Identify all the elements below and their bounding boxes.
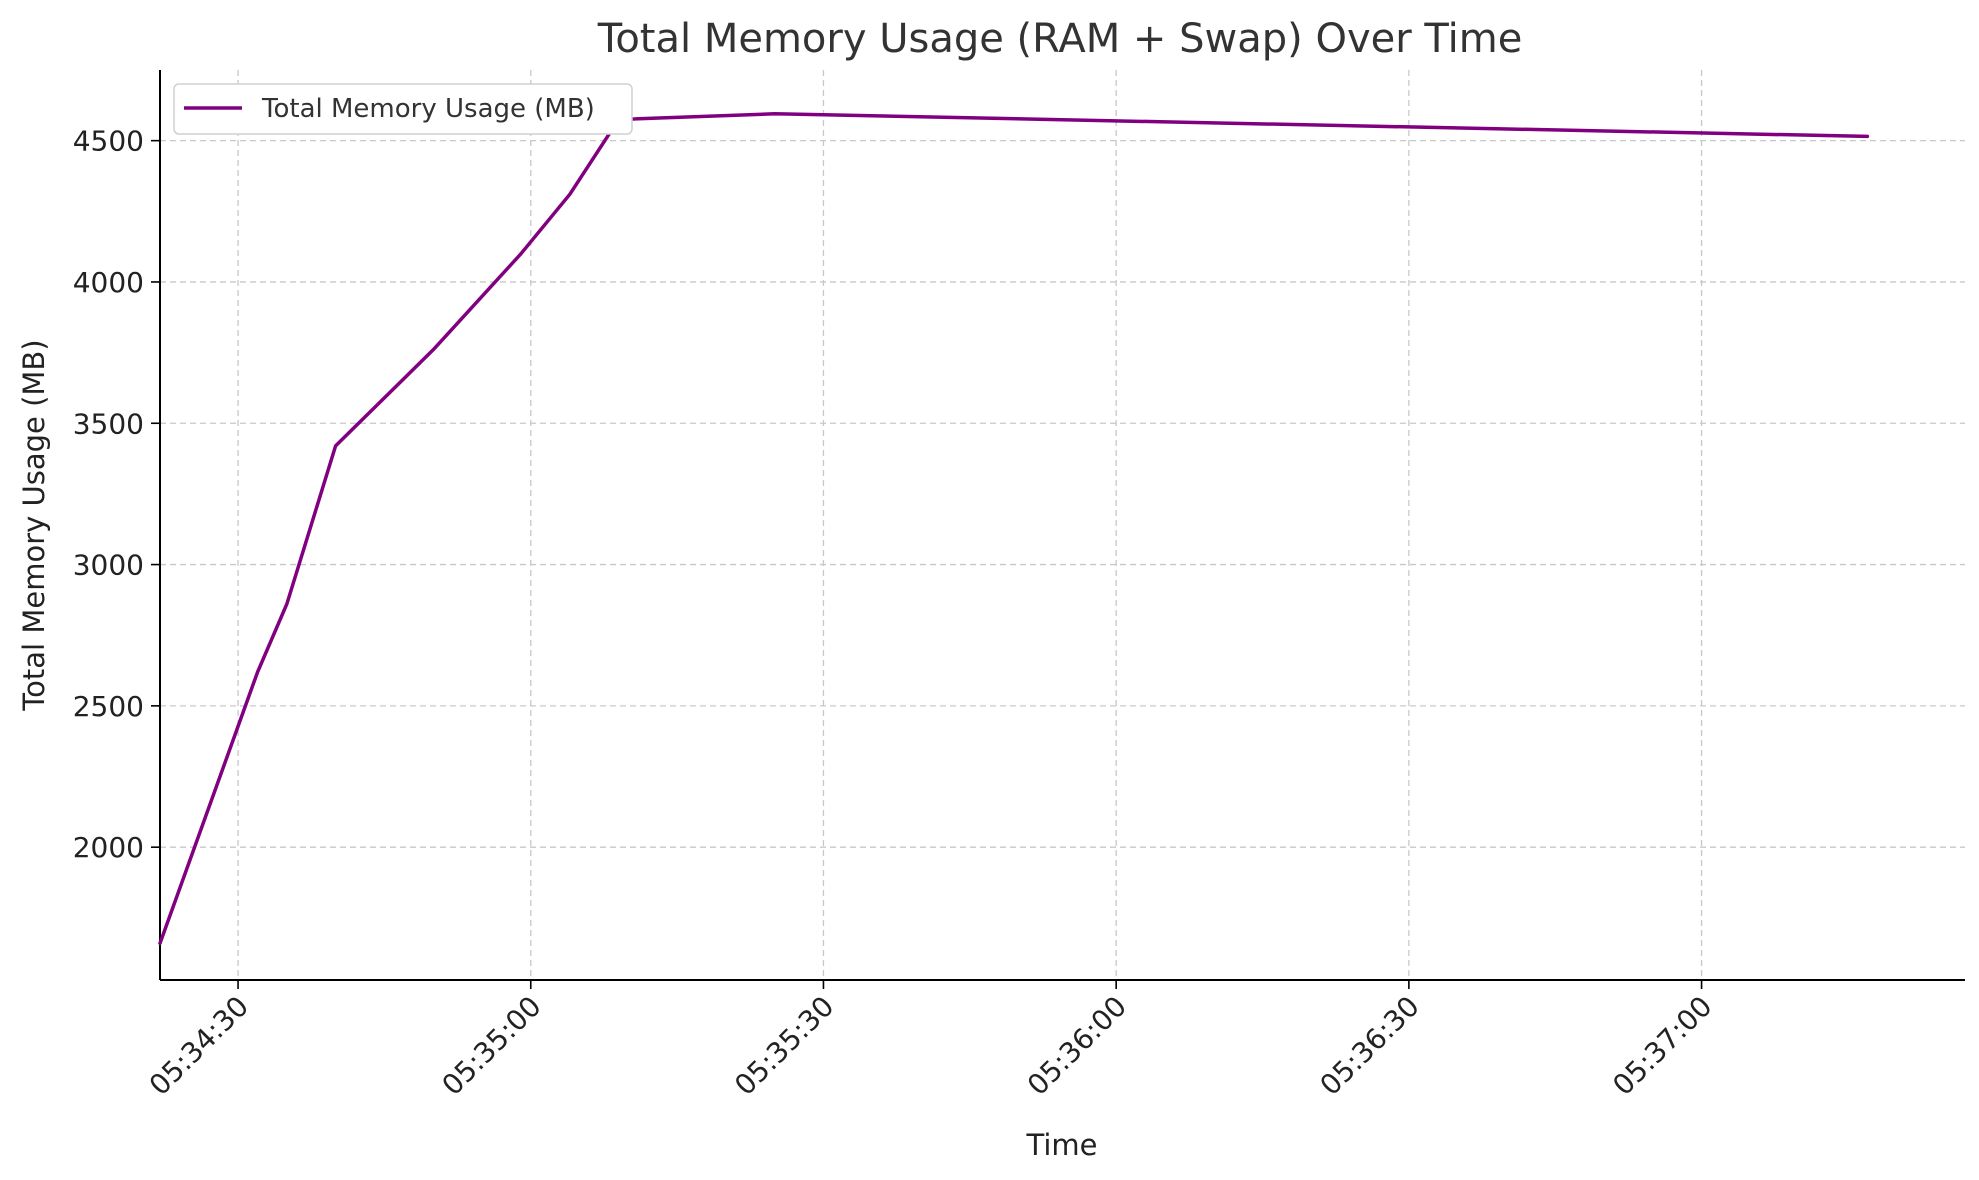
x-tick-label: 05:34:30 xyxy=(143,990,255,1102)
legend-box xyxy=(173,83,633,135)
y-tick-label: 4500 xyxy=(73,125,144,158)
grid-layer xyxy=(160,70,1965,980)
x-tick-label: 05:35:00 xyxy=(435,990,547,1102)
x-tick-label: 05:35:30 xyxy=(728,990,840,1102)
x-tick-label: 05:37:00 xyxy=(1606,990,1718,1102)
ticks-layer: 2000 2500 3000 3500 4000 4500 05:34:30 05:35:00… xyxy=(73,125,1719,1102)
y-tick-label: 4000 xyxy=(73,266,144,299)
x-axis-label: Time xyxy=(1026,1128,1098,1162)
y-tick-label: 3500 xyxy=(73,407,144,440)
x-tick-label: 05:36:30 xyxy=(1314,990,1426,1102)
series-layer xyxy=(158,112,1870,946)
y-tick-label: 3000 xyxy=(73,549,144,582)
y-axis-label: Total Memory Usage (MB) xyxy=(17,339,51,711)
legend: Total Memory Usage (MB) xyxy=(173,83,633,135)
series-line xyxy=(158,112,1870,946)
y-tick-label: 2000 xyxy=(73,831,144,864)
y-tick-label: 2500 xyxy=(73,690,144,723)
legend-entry-label: Total Memory Usage (MB) xyxy=(261,94,595,124)
x-tick-label: 05:36:00 xyxy=(1021,990,1133,1102)
chart-title: Total Memory Usage (RAM + Swap) Over Tim… xyxy=(597,16,1523,62)
